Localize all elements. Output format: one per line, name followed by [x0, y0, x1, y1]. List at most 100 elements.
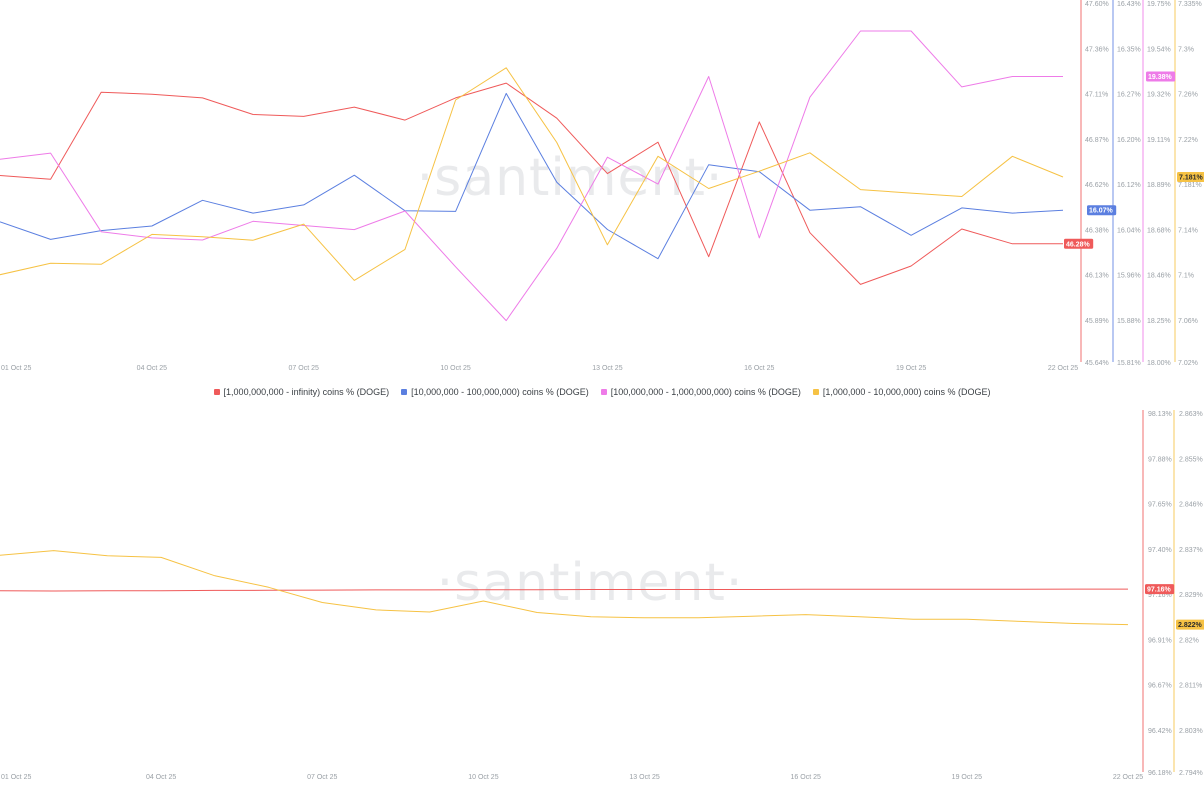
y-tick-label: 18.25%	[1147, 318, 1171, 325]
y-tick-label: 19.54%	[1147, 46, 1171, 53]
x-tick-label: 19 Oct 25	[896, 365, 926, 372]
y-tick-label: 7.181%	[1178, 182, 1202, 189]
current-value-label: 16.07%	[1089, 208, 1114, 215]
y-tick-label: 47.11%	[1085, 92, 1108, 99]
legend-label: [10,000,000 - 100,000,000) coins % (DOGE…	[411, 387, 589, 397]
y-tick-label: 96.42%	[1148, 728, 1172, 735]
y-tick-label: 2.855%	[1179, 456, 1203, 463]
current-value-label: 2.822%	[1178, 622, 1203, 629]
y-tick-label: 18.68%	[1147, 227, 1171, 234]
y-tick-label: 19.75%	[1147, 1, 1171, 8]
y-tick-label: 2.82%	[1179, 637, 1199, 644]
current-value-badge	[1176, 619, 1204, 630]
x-tick-label: 10 Oct 25	[440, 365, 470, 372]
y-tick-label: 96.67%	[1148, 683, 1172, 690]
series-line-1	[0, 588, 1128, 592]
y-tick-label: 47.60%	[1085, 1, 1109, 8]
y-tick-label: 2.837%	[1179, 547, 1203, 554]
series-line-1	[0, 82, 1063, 285]
y-tick-label: 16.04%	[1117, 227, 1141, 234]
x-tick-label: 04 Oct 25	[137, 365, 167, 372]
x-tick-label: 22 Oct 25	[1113, 774, 1143, 781]
y-tick-label: 7.26%	[1178, 92, 1198, 99]
y-tick-label: 45.64%	[1085, 360, 1109, 367]
legend-item-1m-10m[interactable]: [1,000,000 - 10,000,000) coins % (DOGE)	[812, 387, 991, 397]
y-tick-label: 45.89%	[1085, 318, 1109, 325]
series-line-4	[0, 67, 1064, 281]
legend-item-100m-1b[interactable]: [100,000,000 - 1,000,000,000) coins % (D…	[600, 387, 801, 397]
x-tick-label: 10 Oct 25	[468, 774, 498, 781]
y-tick-label: 18.89%	[1147, 182, 1171, 189]
x-tick-label: 07 Oct 25	[307, 774, 337, 781]
y-tick-label: 7.02%	[1178, 360, 1198, 367]
x-tick-label: 13 Oct 25	[629, 774, 659, 781]
y-tick-label: 7.1%	[1178, 273, 1194, 280]
current-value-badge	[1145, 584, 1175, 595]
y-tick-label: 15.96%	[1117, 273, 1141, 280]
santiment-watermark: ·santiment·	[417, 148, 724, 208]
current-value-label: 7.181%	[1179, 174, 1204, 181]
series-line-3	[0, 30, 1063, 322]
y-tick-label: 7.06%	[1178, 318, 1198, 325]
y-tick-label: 2.846%	[1179, 502, 1203, 509]
y-tick-label: 16.43%	[1117, 1, 1141, 8]
y-tick-label: 16.35%	[1117, 46, 1141, 53]
y-tick-label: 7.14%	[1178, 227, 1198, 234]
legend-label: [1,000,000 - 10,000,000) coins % (DOGE)	[822, 387, 991, 397]
legend-swatch-yellow	[812, 389, 819, 395]
y-tick-label: 97.40%	[1148, 547, 1172, 554]
y-tick-label: 16.12%	[1117, 182, 1141, 189]
y-tick-label: 97.16%	[1148, 592, 1172, 599]
series-line-2	[0, 550, 1129, 626]
chart-panel-1: 47.60% 47.36% 47.11% 46.87% 46.62% 46.38% 46.1…	[0, 0, 1204, 372]
x-tick-label: 01 Oct 25	[1, 774, 31, 781]
x-tick-label: 13 Oct 25	[592, 365, 622, 372]
y-tick-label: 7.3%	[1178, 46, 1194, 53]
y-tick-label: 2.794%	[1179, 770, 1203, 777]
y-tick-label: 2.811%	[1179, 683, 1202, 690]
y-tick-label: 2.863%	[1179, 411, 1203, 418]
y-tick-label: 19.11%	[1147, 137, 1170, 144]
x-tick-label: 07 Oct 25	[289, 365, 319, 372]
legend-label: [100,000,000 - 1,000,000,000) coins % (D…	[610, 387, 801, 397]
y-tick-label: 46.13%	[1085, 273, 1109, 280]
y-tick-label: 96.18%	[1148, 770, 1172, 777]
y-tick-label: 46.87%	[1085, 137, 1109, 144]
y-tick-label: 46.38%	[1085, 227, 1109, 234]
y-tick-label: 2.829%	[1179, 592, 1203, 599]
y-tick-label: 46.62%	[1085, 182, 1109, 189]
x-tick-label: 04 Oct 25	[146, 774, 176, 781]
x-tick-label: 01 Oct 25	[1, 365, 31, 372]
legend-label: [1,000,000,000 - infinity) coins % (DOGE…	[223, 387, 390, 397]
current-value-label: 19.38%	[1148, 74, 1173, 81]
legend-item-10m-100m[interactable]: [10,000,000 - 100,000,000) coins % (DOGE…	[401, 387, 589, 397]
y-tick-label: 7.335%	[1178, 1, 1202, 8]
y-tick-label: 2.803%	[1179, 728, 1203, 735]
x-tick-label: 19 Oct 25	[952, 774, 982, 781]
legend-item-1b-infinity[interactable]: [1,000,000,000 - infinity) coins % (DOGE…	[213, 387, 390, 397]
current-value-badge	[1177, 171, 1204, 182]
y-tick-label: 47.36%	[1085, 46, 1109, 53]
y-tick-label: 19.32%	[1147, 92, 1171, 99]
current-value-badge	[1087, 205, 1117, 216]
y-tick-label: 97.88%	[1148, 456, 1172, 463]
legend-swatch-pink	[600, 389, 607, 395]
current-value-label: 97.16%	[1147, 587, 1172, 594]
chart-legend: [1,000,000,000 - infinity) coins % (DOGE…	[0, 384, 1204, 400]
y-tick-label: 15.81%	[1117, 360, 1141, 367]
chart-panel-2: 98.13% 97.88% 97.65% 97.40% 97.16% 96.91% 96.6…	[0, 410, 1204, 781]
y-tick-label: 96.91%	[1148, 637, 1172, 644]
y-tick-label: 98.13%	[1148, 411, 1172, 418]
legend-swatch-red	[213, 389, 220, 395]
x-tick-label: 22 Oct 25	[1048, 365, 1078, 372]
y-tick-label: 15.88%	[1117, 318, 1141, 325]
y-tick-label: 16.27%	[1117, 92, 1141, 99]
y-tick-label: 7.22%	[1178, 137, 1198, 144]
legend-swatch-blue	[401, 389, 408, 395]
current-value-badge	[1064, 238, 1094, 249]
y-tick-label: 18.46%	[1147, 273, 1171, 280]
y-tick-label: 18.00%	[1147, 360, 1171, 367]
current-value-label: 46.28%	[1066, 241, 1091, 248]
y-tick-label: 16.20%	[1117, 137, 1141, 144]
